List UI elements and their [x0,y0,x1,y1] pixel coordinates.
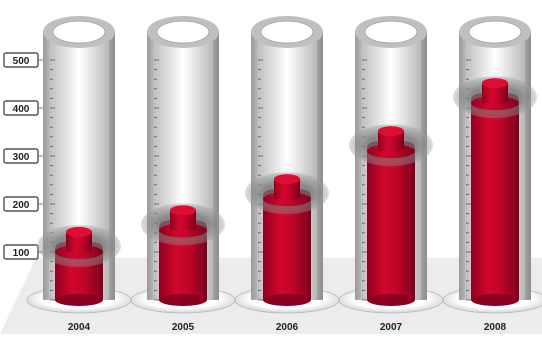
tube-2007 [338,16,444,314]
y-tick-400: 400 [3,100,48,116]
x-tick-label-2007: 2007 [380,322,403,333]
x-tick-label-2005: 2005 [172,322,195,333]
y-tick-300: 300 [3,148,48,164]
tube-2008 [442,16,542,314]
bar-top [274,174,300,185]
tube-opening [468,20,522,44]
bar-base [367,294,415,306]
bar-base [471,294,519,306]
x-tick-label-2008: 2008 [484,322,507,333]
y-tick-label: 300 [13,152,30,163]
y-tick-label: 500 [13,56,30,67]
bar-base [263,294,311,306]
bar-top [170,205,196,216]
x-tick-label-2006: 2006 [276,322,299,333]
tube-opening [260,20,314,44]
tube-opening [364,20,418,44]
y-tick-label: 100 [13,248,30,259]
bar-top [378,126,404,137]
bar-2007 [367,131,415,300]
y-tick-label: 200 [13,200,30,211]
bar-neck-front [66,232,92,252]
x-tick-label-2004: 2004 [68,322,91,333]
y-tick-200: 200 [3,196,48,212]
bar-2008 [471,83,519,300]
y-tick-500: 500 [3,52,48,68]
bar-base [159,294,207,306]
bar-neck-front [378,131,404,152]
y-tick-label: 400 [13,104,30,115]
bar-top [66,227,92,237]
bar-neck-front [170,210,196,231]
tube-opening [52,20,106,44]
tube-2005 [130,16,236,314]
tube-2004 [26,16,132,314]
bar-base [55,294,103,306]
tube-2006 [234,16,340,314]
bar-neck-front [482,83,508,104]
tube-opening [156,20,210,44]
bar-top [482,78,508,89]
bar-neck-front [274,179,300,200]
